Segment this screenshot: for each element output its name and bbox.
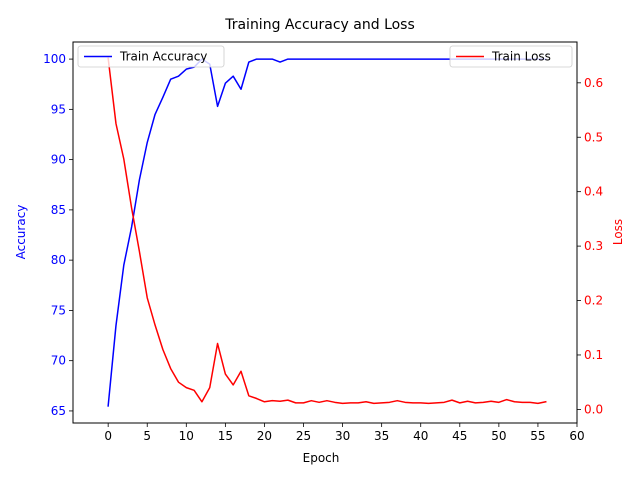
right-y-tick-label: 0.4 — [584, 185, 603, 199]
left-y-tick-label: 85 — [51, 203, 66, 217]
x-tick-label: 35 — [374, 429, 389, 443]
legend-box — [77, 45, 225, 68]
legend-train-accuracy: Train Accuracy — [77, 45, 225, 68]
left-y-tick-label: 100 — [43, 52, 66, 66]
x-tick-label: 40 — [413, 429, 428, 443]
legend-train-loss: Train Loss — [449, 45, 573, 68]
x-tick-label: 25 — [296, 429, 311, 443]
x-tick-label: 50 — [491, 429, 506, 443]
left-y-tick-label: 80 — [51, 253, 66, 267]
right-y-tick-label: 0.3 — [584, 239, 603, 253]
left-y-tick-label: 75 — [51, 303, 66, 317]
x-tick-label: 20 — [257, 429, 272, 443]
right-y-tick-label: 0.0 — [584, 402, 603, 416]
legend-box — [449, 45, 573, 68]
left-y-tick-label: 70 — [51, 354, 66, 368]
left-y-tick-label: 95 — [51, 102, 66, 116]
x-tick-label: 15 — [218, 429, 233, 443]
left-axis-title: Accuracy — [14, 205, 28, 260]
x-tick-label: 30 — [335, 429, 350, 443]
right-y-tick-label: 0.6 — [584, 76, 603, 90]
x-tick-label: 5 — [143, 429, 151, 443]
left-y-tick-label: 65 — [51, 404, 66, 418]
right-y-tick-label: 0.1 — [584, 348, 603, 362]
chart-title: Training Accuracy and Loss — [224, 17, 415, 33]
x-tick-label: 0 — [104, 429, 112, 443]
x-tick-label: 60 — [569, 429, 584, 443]
right-y-tick-label: 0.5 — [584, 130, 603, 144]
plot-frame — [72, 41, 578, 424]
x-tick-label: 10 — [179, 429, 194, 443]
x-tick-label: 55 — [530, 429, 545, 443]
right-y-tick-label: 0.2 — [584, 294, 603, 308]
x-axis-title: Epoch — [303, 451, 340, 465]
series-line-train-accuracy — [107, 58, 547, 407]
x-tick-label: 45 — [452, 429, 467, 443]
series-line-train-loss — [107, 57, 547, 405]
left-y-tick-label: 90 — [51, 153, 66, 167]
right-axis-title: Loss — [611, 219, 625, 245]
legend-label: Train Loss — [491, 50, 551, 64]
legend-label: Train Accuracy — [119, 50, 207, 64]
